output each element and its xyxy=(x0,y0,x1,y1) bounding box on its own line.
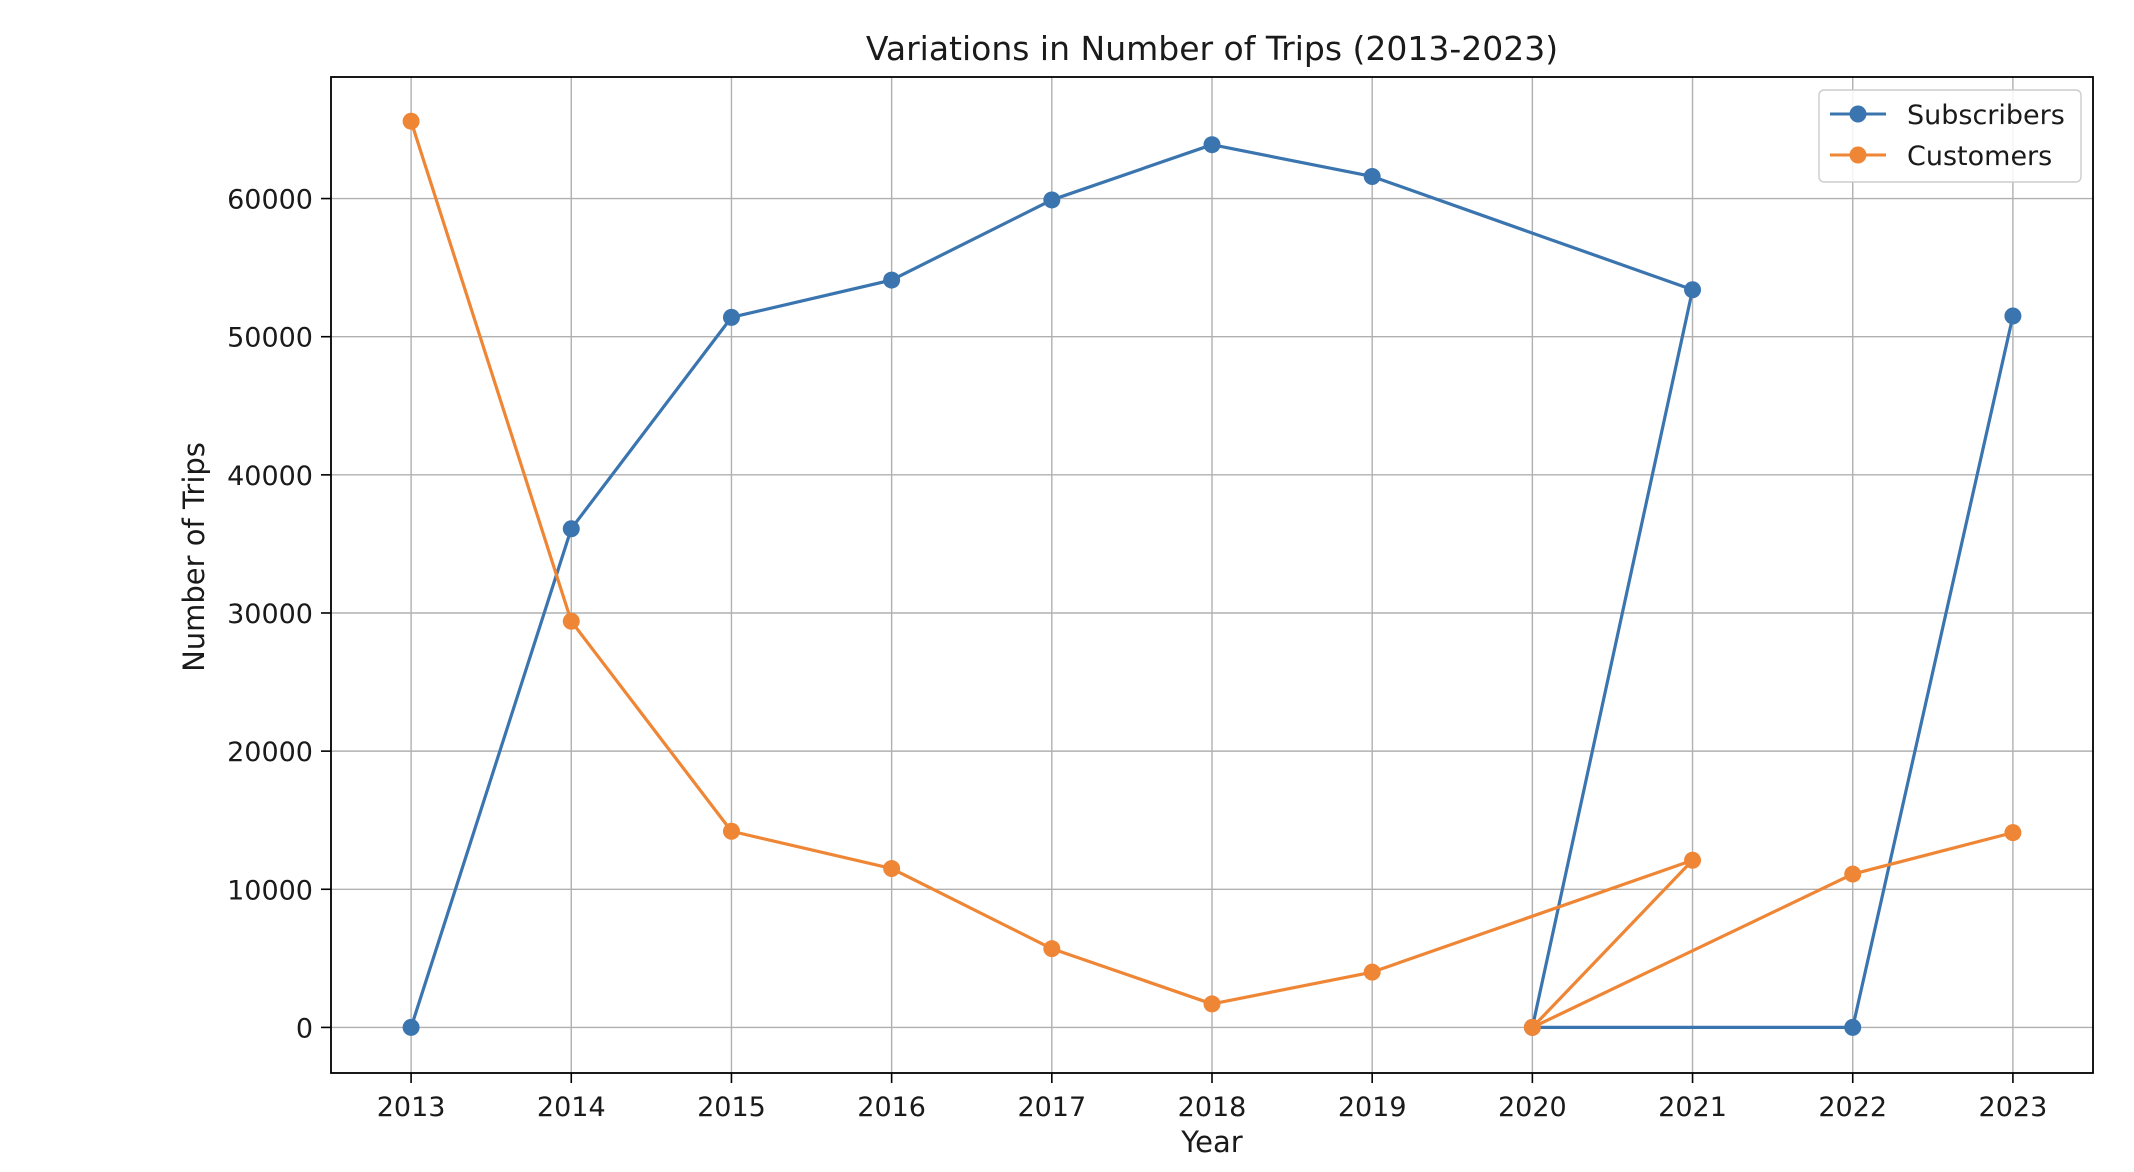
y-tick-label: 50000 xyxy=(227,323,313,354)
subscribers-point xyxy=(1203,136,1221,154)
legend-label-subscribers: Subscribers xyxy=(1907,100,2065,131)
y-axis-label: Number of Trips xyxy=(177,442,211,672)
y-tick-label: 20000 xyxy=(227,737,313,768)
x-tick-label: 2018 xyxy=(1178,1092,1247,1123)
series-subscribers xyxy=(402,136,2022,1036)
legend: Subscribers Customers xyxy=(1818,89,2082,183)
x-tick-label: 2013 xyxy=(377,1092,446,1123)
axis-ticks: 2013 2014 2015 2016 2017 2018 2019 2020 2021 2022… xyxy=(227,185,2047,1123)
customers-point xyxy=(1363,963,1381,981)
legend-marker-customers xyxy=(1849,146,1867,164)
subscribers-point xyxy=(402,1018,420,1036)
y-tick-label: 60000 xyxy=(227,185,313,216)
customers-point xyxy=(1043,940,1061,958)
subscribers-point xyxy=(722,308,740,326)
customers-point xyxy=(402,112,420,130)
customers-point xyxy=(722,822,740,840)
customers-point xyxy=(2004,824,2022,842)
customers-point xyxy=(562,612,580,630)
subscribers-point xyxy=(1684,281,1702,299)
x-tick-label: 2020 xyxy=(1498,1092,1567,1123)
y-tick-label: 40000 xyxy=(227,461,313,492)
x-tick-label: 2016 xyxy=(857,1092,926,1123)
x-tick-label: 2014 xyxy=(537,1092,606,1123)
series-layer xyxy=(402,112,2022,1036)
legend-marker-subscribers xyxy=(1849,105,1867,123)
grid xyxy=(331,77,2093,1073)
chart-title: Variations in Number of Trips (2013-2023… xyxy=(866,29,1558,68)
customers-point xyxy=(1844,865,1862,883)
x-tick-label: 2021 xyxy=(1658,1092,1727,1123)
customers-point xyxy=(1684,851,1702,869)
x-tick-label: 2022 xyxy=(1818,1092,1887,1123)
x-tick-label: 2015 xyxy=(697,1092,766,1123)
series-customers xyxy=(402,112,2022,1036)
subscribers-point xyxy=(1043,191,1061,209)
subscribers-point xyxy=(562,520,580,538)
subscribers-point xyxy=(1363,167,1381,185)
x-axis-label: Year xyxy=(1180,1125,1242,1159)
subscribers-point xyxy=(1844,1018,1862,1036)
customers-point xyxy=(883,860,901,878)
x-tick-label: 2017 xyxy=(1017,1092,1086,1123)
x-tick-label: 2023 xyxy=(1979,1092,2048,1123)
y-tick-label: 10000 xyxy=(227,875,313,906)
subscribers-point xyxy=(883,271,901,289)
y-tick-label: 30000 xyxy=(227,599,313,630)
x-tick-label: 2019 xyxy=(1338,1092,1407,1123)
y-tick-label: 0 xyxy=(296,1013,313,1044)
customers-point xyxy=(1203,995,1221,1013)
subscribers-point xyxy=(2004,307,2022,325)
customers-point xyxy=(1523,1018,1541,1036)
legend-label-customers: Customers xyxy=(1907,141,2052,172)
